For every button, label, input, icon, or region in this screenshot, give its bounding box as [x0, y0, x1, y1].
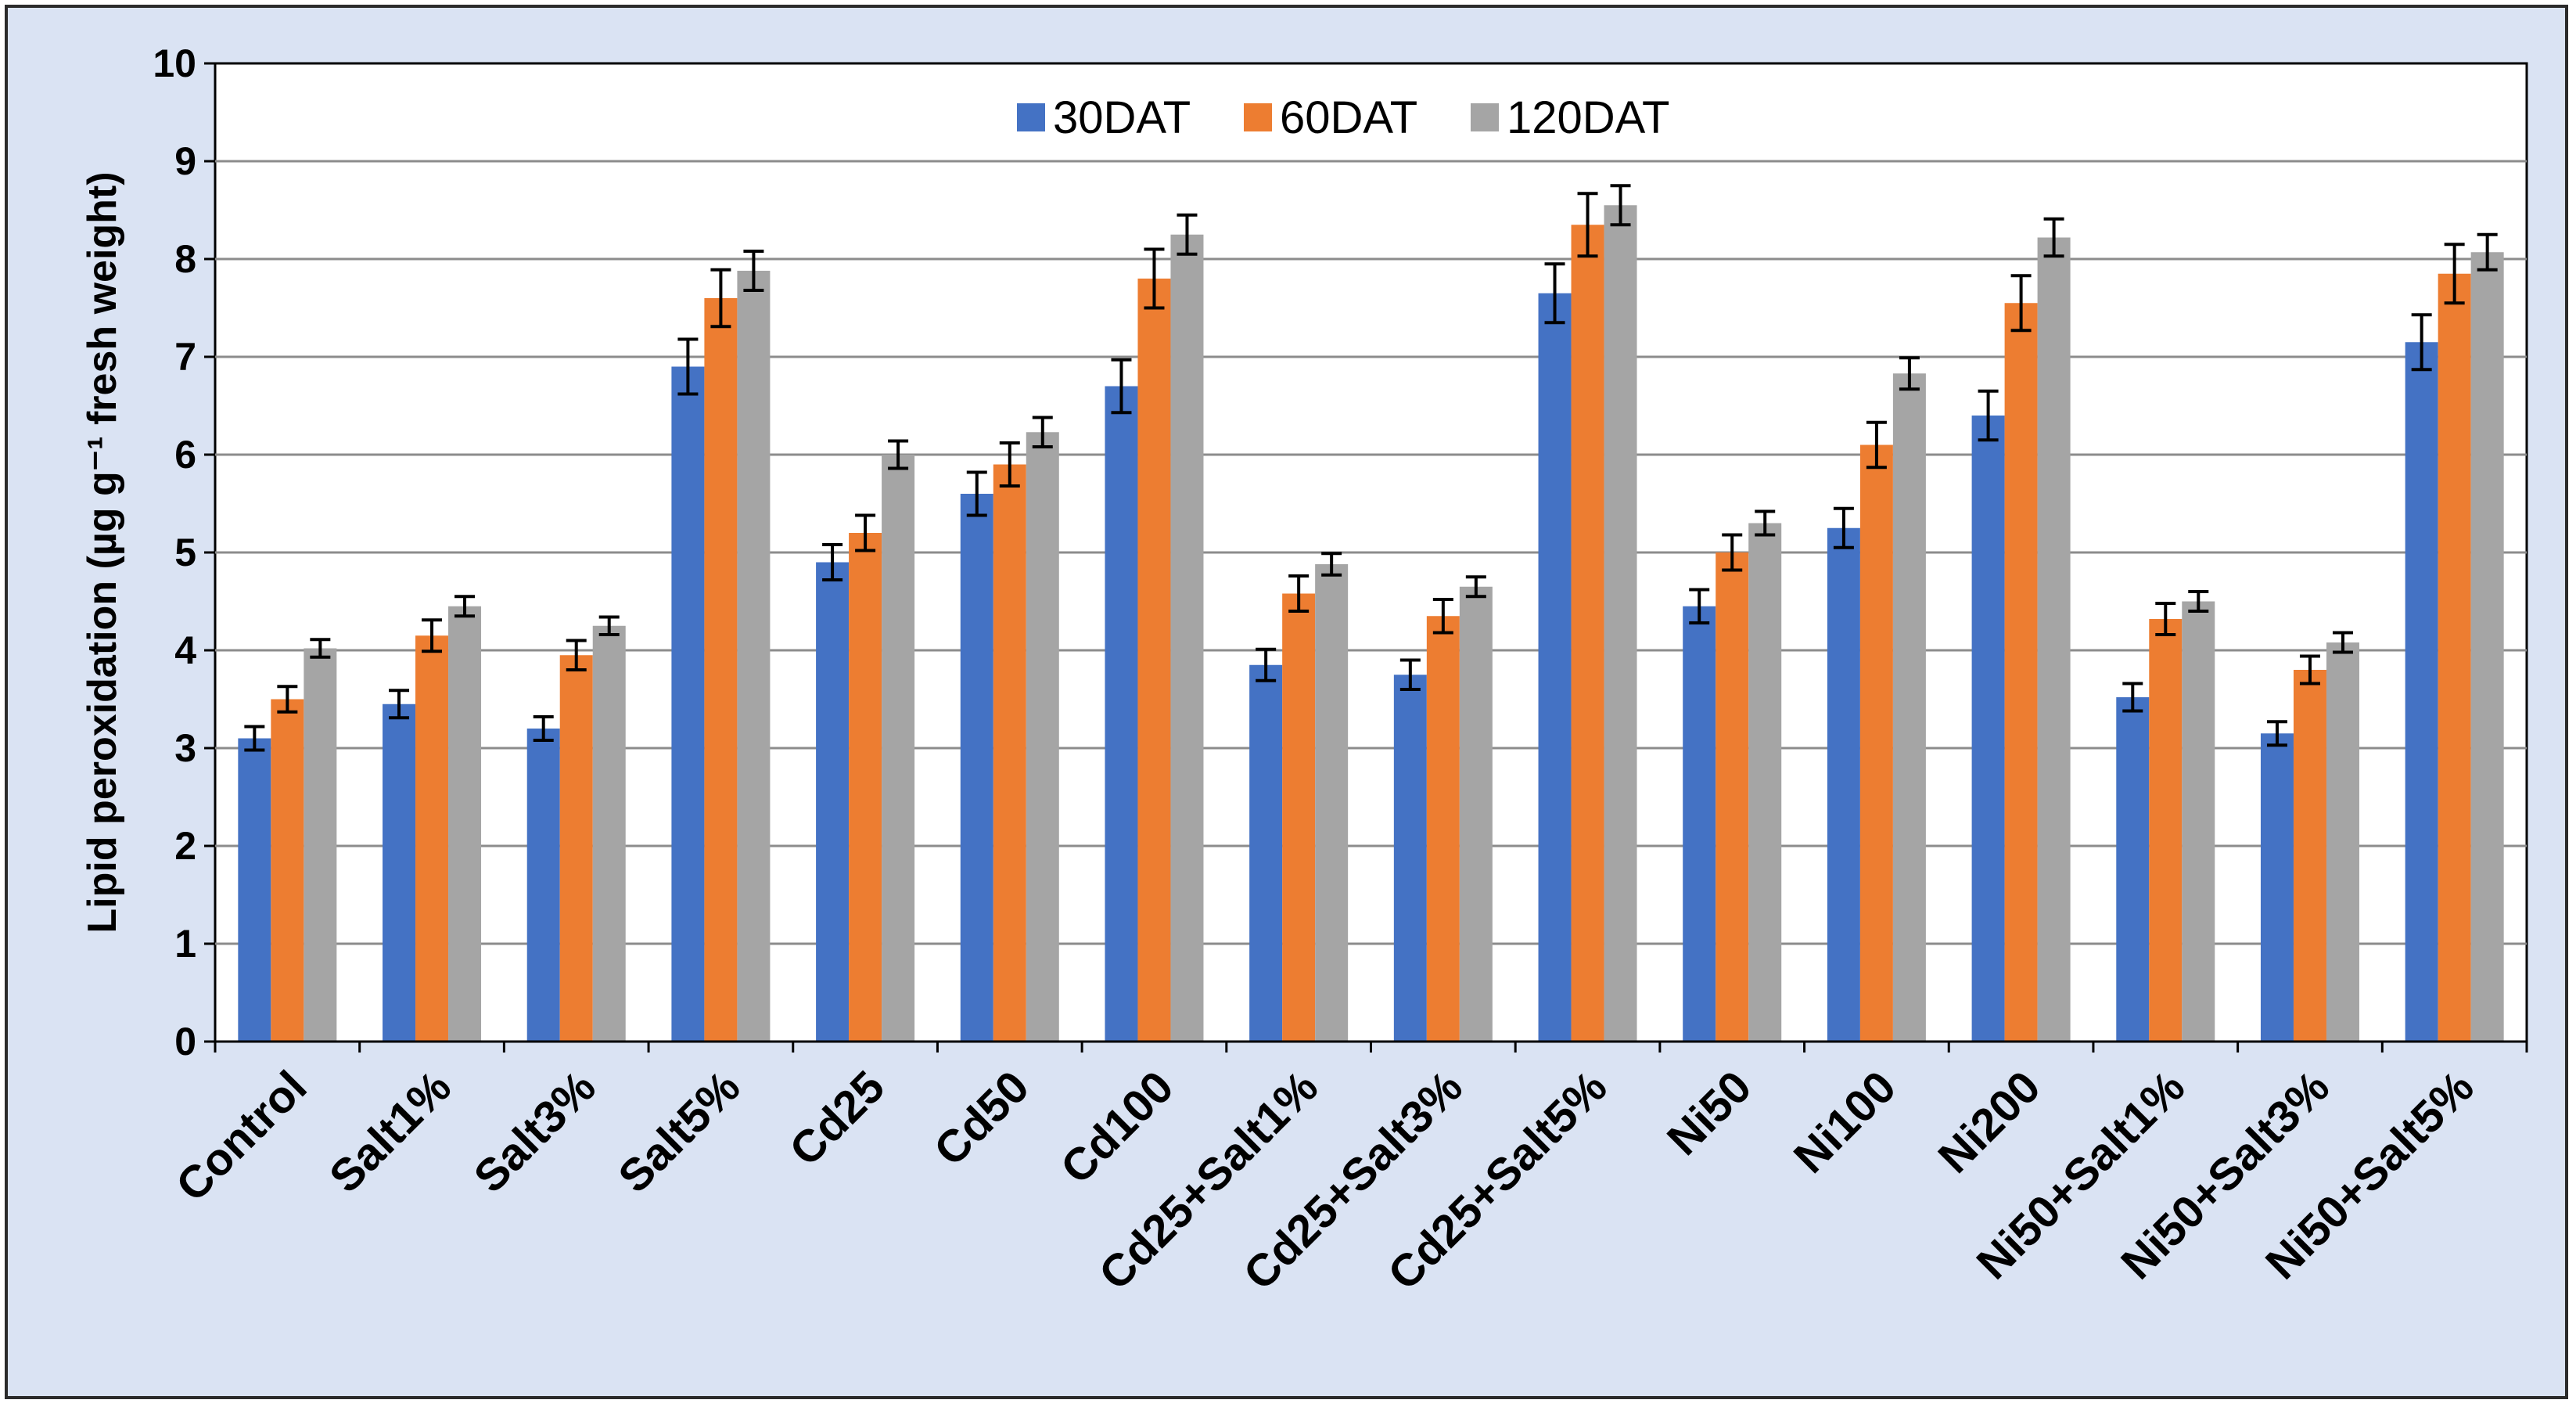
bar-chart: 0 1 2 3 4 5 6 7 8 9 10 Control Salt1% Salt3% Salt5% Cd2… [80, 41, 2528, 1300]
x-category-label: Ni50 [1658, 1061, 1762, 1165]
legend-swatch [1017, 103, 1045, 131]
bar [2260, 733, 2294, 1042]
x-category-label: Ni200 [1928, 1061, 2050, 1182]
y-tick-label: 1 [174, 922, 196, 966]
bar [704, 298, 738, 1042]
bar [526, 729, 560, 1042]
bar [2149, 619, 2183, 1042]
legend-label: 120DAT [1507, 92, 1669, 143]
bar [1892, 373, 1926, 1042]
error-bars [244, 184, 2498, 752]
bar [2293, 670, 2326, 1042]
x-category-label: Cd100 [1051, 1061, 1184, 1193]
bar [816, 562, 850, 1042]
y-tick-label: 8 [174, 237, 196, 281]
x-category-label: Cd25 [780, 1061, 894, 1175]
y-tick-label: 5 [174, 531, 196, 574]
bar [1393, 675, 1427, 1042]
bar [2438, 273, 2471, 1042]
bar [415, 635, 449, 1042]
bar [1748, 523, 1782, 1042]
bar [1426, 616, 1460, 1042]
bar [1026, 432, 1059, 1042]
bar [849, 533, 882, 1042]
legend: 30DAT 60DAT 120DAT [1017, 92, 1669, 143]
x-category-label: Salt1% [320, 1061, 461, 1202]
bar [1827, 527, 1860, 1042]
bar [383, 704, 416, 1042]
bar [1170, 234, 1204, 1042]
bar [238, 738, 271, 1042]
bar [2037, 237, 2071, 1042]
y-tick-label: 7 [174, 335, 196, 379]
bar [993, 464, 1026, 1042]
x-category-label: Cd50 [925, 1061, 1039, 1175]
bar [559, 655, 593, 1042]
bar [1604, 205, 1637, 1042]
bar [1459, 586, 1493, 1042]
bar [448, 606, 482, 1042]
y-axis-title: Lipid peroxidation (µg g⁻¹ fresh weight) [80, 171, 125, 933]
bar [1105, 386, 1138, 1042]
bar [737, 271, 771, 1042]
legend-swatch [1471, 103, 1499, 131]
bar [592, 625, 626, 1042]
bar [2405, 342, 2438, 1042]
bar [2326, 642, 2359, 1042]
bar [271, 699, 304, 1042]
y-tick-label: 10 [153, 41, 196, 85]
x-category-label: Salt3% [464, 1061, 605, 1202]
bar [1282, 593, 1316, 1042]
bar [1859, 444, 1893, 1042]
x-category-label: Salt5% [609, 1061, 749, 1202]
y-tick-label: 6 [174, 433, 196, 477]
bar [882, 455, 915, 1042]
bar [1571, 225, 1604, 1042]
bar [1315, 564, 1349, 1042]
bar [671, 366, 705, 1042]
bar [2004, 303, 2038, 1042]
bar [960, 494, 993, 1042]
bar [304, 648, 337, 1042]
bar [1683, 606, 1716, 1042]
bar [1716, 552, 1749, 1042]
y-tick-label: 4 [174, 628, 196, 672]
chart-frame: 0 1 2 3 4 5 6 7 8 9 10 Control Salt1% Salt3% Salt5% Cd2… [5, 5, 2568, 1399]
y-tick-label: 3 [174, 726, 196, 770]
legend-swatch [1244, 103, 1272, 131]
bar [1249, 664, 1283, 1042]
x-category-label: Control [167, 1061, 317, 1211]
bar [2182, 601, 2215, 1042]
y-tick-label: 0 [174, 1020, 196, 1063]
y-tick-label: 9 [174, 139, 196, 183]
legend-label: 60DAT [1280, 92, 1417, 143]
bar [1137, 279, 1171, 1042]
x-category-label: Ni100 [1784, 1061, 1906, 1182]
bars [238, 205, 2504, 1042]
y-tick-label: 2 [174, 824, 196, 868]
legend-label: 30DAT [1053, 92, 1191, 143]
bar [2116, 697, 2150, 1042]
bar [2470, 252, 2504, 1042]
bar [1971, 416, 2005, 1042]
bar [1538, 293, 1572, 1042]
